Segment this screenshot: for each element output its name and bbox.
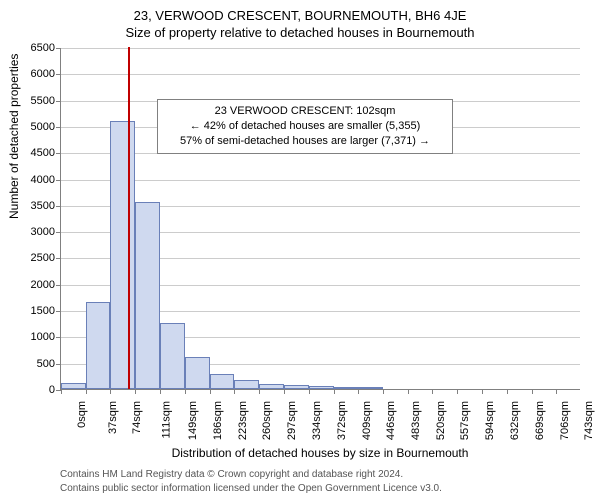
x-tick-mark bbox=[482, 389, 483, 394]
histogram-bar bbox=[185, 357, 210, 389]
footer-line2: Contains public sector information licen… bbox=[60, 482, 442, 496]
x-tick-mark bbox=[61, 389, 62, 394]
grid-line bbox=[61, 180, 580, 181]
x-tick-mark bbox=[259, 389, 260, 394]
histogram-bar bbox=[160, 323, 185, 389]
histogram-bar bbox=[309, 386, 334, 389]
x-tick-label: 186sqm bbox=[212, 401, 224, 440]
y-tick-label: 0 bbox=[49, 384, 61, 396]
chart-title-sub: Size of property relative to detached ho… bbox=[0, 25, 600, 40]
y-tick-label: 1500 bbox=[31, 305, 61, 317]
x-tick-label: 446sqm bbox=[385, 401, 397, 440]
histogram-bar bbox=[259, 384, 284, 389]
histogram-bar bbox=[284, 385, 309, 389]
y-tick-label: 4500 bbox=[31, 147, 61, 159]
histogram-bar bbox=[135, 202, 160, 389]
x-tick-mark bbox=[185, 389, 186, 394]
x-tick-label: 594sqm bbox=[484, 401, 496, 440]
x-tick-label: 297sqm bbox=[286, 401, 298, 440]
x-tick-mark bbox=[110, 389, 111, 394]
x-tick-label: 557sqm bbox=[459, 401, 471, 440]
histogram-bar bbox=[86, 302, 111, 389]
annotation-line1: 23 VERWOOD CRESCENT: 102sqm bbox=[166, 104, 444, 119]
x-tick-label: 74sqm bbox=[131, 401, 143, 434]
y-tick-label: 4000 bbox=[31, 174, 61, 186]
y-tick-label: 2000 bbox=[31, 279, 61, 291]
histogram-bar bbox=[210, 374, 235, 389]
x-tick-mark bbox=[507, 389, 508, 394]
annotation-line2: ← 42% of detached houses are smaller (5,… bbox=[166, 119, 444, 134]
footer-line1: Contains HM Land Registry data © Crown c… bbox=[60, 468, 442, 482]
y-tick-label: 6500 bbox=[31, 42, 61, 54]
x-tick-label: 260sqm bbox=[261, 401, 273, 440]
x-tick-label: 520sqm bbox=[435, 401, 447, 440]
histogram-bar bbox=[334, 387, 359, 389]
x-tick-mark bbox=[234, 389, 235, 394]
x-tick-mark bbox=[86, 389, 87, 394]
x-tick-label: 37sqm bbox=[107, 401, 119, 434]
footer-attribution: Contains HM Land Registry data © Crown c… bbox=[60, 468, 442, 495]
x-tick-label: 483sqm bbox=[410, 401, 422, 440]
y-tick-label: 5500 bbox=[31, 95, 61, 107]
x-tick-mark bbox=[135, 389, 136, 394]
x-tick-mark bbox=[334, 389, 335, 394]
x-tick-mark bbox=[432, 389, 433, 394]
x-tick-mark bbox=[408, 389, 409, 394]
x-tick-mark bbox=[556, 389, 557, 394]
y-tick-label: 5000 bbox=[31, 121, 61, 133]
x-axis-label: Distribution of detached houses by size … bbox=[60, 446, 580, 460]
x-tick-mark bbox=[210, 389, 211, 394]
x-tick-label: 706sqm bbox=[559, 401, 571, 440]
chart-title-main: 23, VERWOOD CRESCENT, BOURNEMOUTH, BH6 4… bbox=[0, 8, 600, 23]
x-tick-label: 409sqm bbox=[361, 401, 373, 440]
x-tick-mark bbox=[358, 389, 359, 394]
chart-container: 23, VERWOOD CRESCENT, BOURNEMOUTH, BH6 4… bbox=[0, 0, 600, 500]
y-tick-label: 3500 bbox=[31, 200, 61, 212]
x-tick-mark bbox=[532, 389, 533, 394]
annotation-box: 23 VERWOOD CRESCENT: 102sqm← 42% of deta… bbox=[157, 99, 453, 154]
x-tick-label: 743sqm bbox=[583, 401, 595, 440]
y-tick-label: 1000 bbox=[31, 331, 61, 343]
x-tick-label: 632sqm bbox=[509, 401, 521, 440]
y-tick-label: 6000 bbox=[31, 68, 61, 80]
x-tick-mark bbox=[284, 389, 285, 394]
x-tick-mark bbox=[457, 389, 458, 394]
y-axis-label: Number of detached properties bbox=[7, 54, 21, 219]
grid-line bbox=[61, 48, 580, 49]
property-marker-line bbox=[128, 47, 130, 389]
x-tick-mark bbox=[160, 389, 161, 394]
y-tick-label: 500 bbox=[37, 358, 61, 370]
histogram-bar bbox=[110, 121, 135, 389]
x-tick-label: 0sqm bbox=[76, 401, 88, 428]
x-tick-label: 223sqm bbox=[237, 401, 249, 440]
x-tick-label: 149sqm bbox=[187, 401, 199, 440]
y-tick-label: 3000 bbox=[31, 226, 61, 238]
annotation-line3: 57% of semi-detached houses are larger (… bbox=[166, 134, 444, 149]
plot-area: 0500100015002000250030003500400045005000… bbox=[60, 48, 580, 390]
y-tick-label: 2500 bbox=[31, 252, 61, 264]
histogram-bar bbox=[358, 387, 383, 389]
grid-line bbox=[61, 74, 580, 75]
x-tick-label: 334sqm bbox=[311, 401, 323, 440]
x-tick-mark bbox=[309, 389, 310, 394]
x-tick-label: 372sqm bbox=[336, 401, 348, 440]
histogram-bar bbox=[61, 383, 86, 389]
histogram-bar bbox=[234, 380, 259, 389]
x-tick-label: 669sqm bbox=[534, 401, 546, 440]
x-tick-label: 111sqm bbox=[161, 401, 173, 439]
x-tick-mark bbox=[383, 389, 384, 394]
